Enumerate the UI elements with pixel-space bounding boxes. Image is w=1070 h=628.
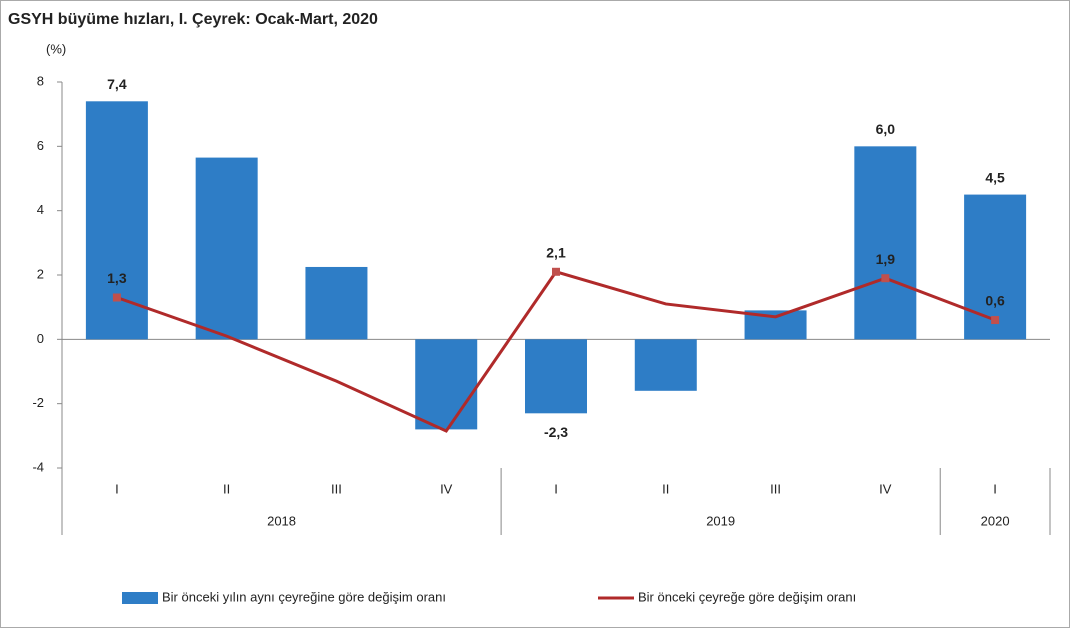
- y-tick-label: 8: [37, 73, 44, 88]
- y-tick-label: 6: [37, 138, 44, 153]
- legend-label: Bir önceki çeyreğe göre değişim oranı: [638, 589, 856, 604]
- legend-swatch: [122, 592, 158, 604]
- bar-value-label: 6,0: [876, 121, 896, 137]
- bar: [415, 339, 478, 430]
- y-tick-label: 0: [37, 331, 44, 346]
- bar: [525, 339, 587, 414]
- bar: [634, 339, 697, 391]
- line-value-label: 1,9: [876, 251, 896, 267]
- group-label: 2019: [706, 513, 735, 528]
- y-unit: (%): [46, 41, 66, 56]
- x-tick-label: IV: [440, 481, 453, 496]
- x-tick-label: III: [331, 481, 342, 496]
- y-tick-label: 4: [37, 202, 44, 217]
- y-tick-label: -4: [32, 459, 44, 474]
- x-tick-label: I: [554, 481, 558, 496]
- bar: [964, 194, 1027, 340]
- x-tick-label: I: [993, 481, 997, 496]
- x-tick-label: II: [662, 481, 669, 496]
- line-value-label: 0,6: [985, 293, 1005, 309]
- x-tick-label: III: [770, 481, 781, 496]
- x-tick-label: IV: [879, 481, 892, 496]
- chart-title: GSYH büyüme hızları, I. Çeyrek: Ocak-Mar…: [8, 11, 378, 28]
- bar-value-label: -2,3: [544, 424, 568, 440]
- bar: [305, 266, 368, 340]
- line-marker: [881, 274, 890, 283]
- bar: [854, 146, 917, 340]
- line-marker: [112, 293, 121, 302]
- x-tick-label: I: [115, 481, 119, 496]
- line-value-label: 1,3: [107, 270, 127, 286]
- x-tick-label: II: [223, 481, 230, 496]
- y-tick-label: -2: [32, 395, 44, 410]
- y-tick-label: 2: [37, 266, 44, 281]
- bar: [195, 157, 258, 340]
- legend-label: Bir önceki yılın aynı çeyreğine göre değ…: [162, 589, 446, 604]
- bar-value-label: 4,5: [985, 169, 1005, 185]
- group-label: 2018: [267, 513, 296, 528]
- line-marker: [991, 316, 1000, 325]
- line-marker: [552, 267, 560, 276]
- line-value-label: 2,1: [546, 244, 566, 260]
- bar-value-label: 7,4: [107, 76, 127, 92]
- group-label: 2020: [981, 513, 1010, 528]
